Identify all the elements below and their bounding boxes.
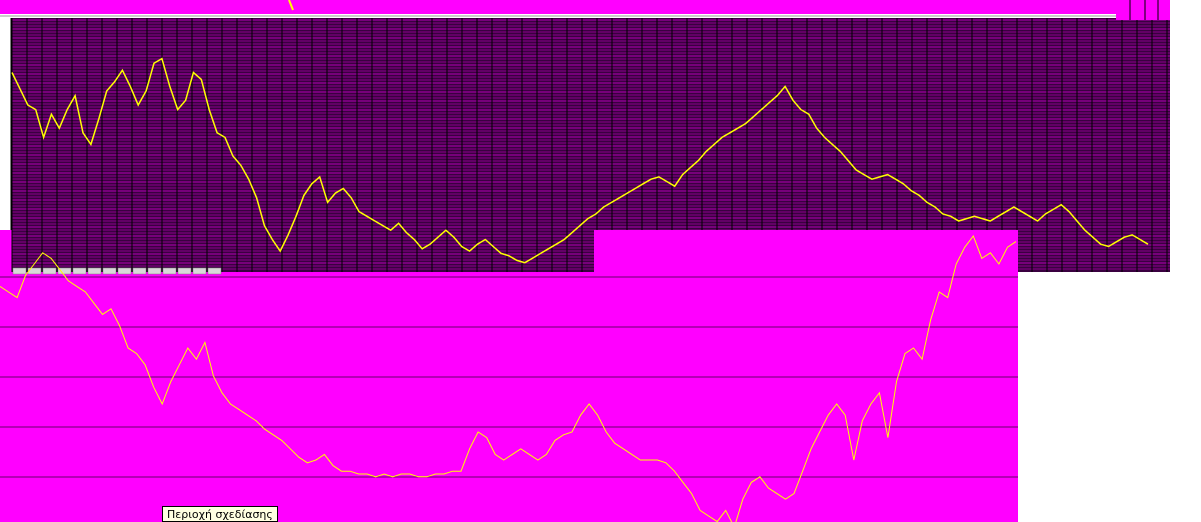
overlay-magenta-panel (594, 230, 1018, 276)
label-box (12, 267, 27, 275)
label-box (132, 267, 147, 275)
upper-axis-label-boxes (12, 267, 222, 275)
label-box (27, 267, 42, 275)
label-box (57, 267, 72, 275)
lower-plot-area[interactable] (0, 230, 1018, 522)
label-box (42, 267, 57, 275)
plot-area-tooltip: Περιοχή σχεδίασης (162, 506, 278, 522)
top-magenta-strip (0, 0, 1116, 14)
label-box (102, 267, 117, 275)
upper-series-line (11, 57, 1149, 264)
left-margin (0, 18, 11, 230)
label-box (162, 267, 177, 275)
upper-plot-hatch (12, 19, 1170, 270)
label-box (117, 267, 132, 275)
right-block-column-lines (1129, 0, 1159, 20)
upper-plot-column-lines (11, 18, 1168, 272)
label-box (72, 267, 87, 275)
top-yellow-marker (288, 0, 294, 11)
label-box (147, 267, 162, 275)
label-box (207, 267, 222, 275)
label-box (177, 267, 192, 275)
lower-plot-gridlines (0, 276, 1018, 478)
lower-series-line (0, 234, 1017, 522)
label-box (192, 267, 207, 275)
upper-right-block (1116, 0, 1170, 20)
label-box (87, 267, 102, 275)
